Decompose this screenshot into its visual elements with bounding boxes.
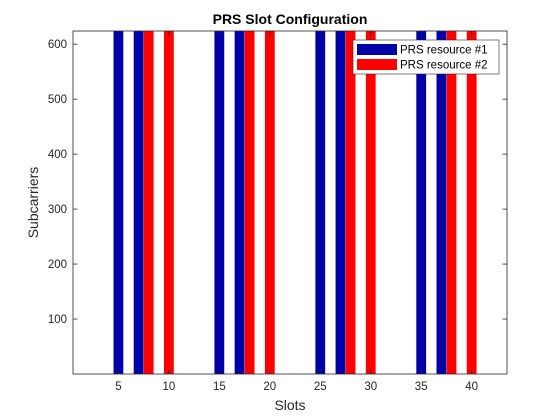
axes-group xyxy=(72,30,508,375)
x-tick-label: 5 xyxy=(115,381,121,393)
y-tick-label: 500 xyxy=(48,94,67,106)
bar-resource-1-slot-17 xyxy=(234,31,245,374)
bar-resource-2-slot-40 xyxy=(466,31,477,374)
y-axis-label: Subcarriers xyxy=(25,167,41,239)
x-axis-label: Slots xyxy=(274,397,305,413)
legend-swatch-resource-1 xyxy=(357,44,397,55)
axes-box xyxy=(72,30,508,375)
bar-resource-2-slot-10 xyxy=(163,31,174,374)
legend-swatch-resource-2 xyxy=(357,59,397,70)
x-tick-label: 30 xyxy=(364,381,377,393)
x-tick-label: 10 xyxy=(162,381,175,393)
x-tick-label: 25 xyxy=(314,381,327,393)
bar-resource-2-slot-28 xyxy=(345,31,356,374)
y-tick-label: 300 xyxy=(48,204,67,216)
legend: PRS resource #1 PRS resource #2 xyxy=(352,39,500,75)
x-tick-label: 15 xyxy=(213,381,226,393)
bar-resource-2-slot-18 xyxy=(244,31,255,374)
chart-title: PRS Slot Configuration xyxy=(213,11,368,27)
bar-resource-1-slot-5 xyxy=(113,31,124,374)
bar-resource-1-slot-37 xyxy=(436,31,447,374)
y-tick-label: 600 xyxy=(48,39,67,51)
bar-resource-2-slot-20 xyxy=(264,31,275,374)
legend-label-resource-2: PRS resource #2 xyxy=(400,60,488,72)
bar-resource-2-slot-38 xyxy=(446,31,457,374)
x-tick-label: 20 xyxy=(263,381,276,393)
bars-group xyxy=(113,31,477,374)
bar-resource-2-slot-8 xyxy=(143,31,154,374)
x-tick-label: 35 xyxy=(415,381,428,393)
x-tick-label: 40 xyxy=(465,381,478,393)
legend-label-resource-1: PRS resource #1 xyxy=(400,45,488,57)
bar-resource-1-slot-35 xyxy=(416,31,427,374)
bar-resource-2-slot-30 xyxy=(365,31,376,374)
bar-resource-1-slot-27 xyxy=(335,31,346,374)
bar-resource-1-slot-7 xyxy=(133,31,144,374)
bar-resource-1-slot-25 xyxy=(315,31,326,374)
y-tick-label: 400 xyxy=(48,149,67,161)
ticks-group: 5 10 15 20 25 30 35 40 100 200 300 400 500 600 xyxy=(48,31,507,393)
y-tick-label: 100 xyxy=(48,314,67,326)
bar-resource-1-slot-15 xyxy=(214,31,225,374)
y-tick-label: 200 xyxy=(48,259,67,271)
